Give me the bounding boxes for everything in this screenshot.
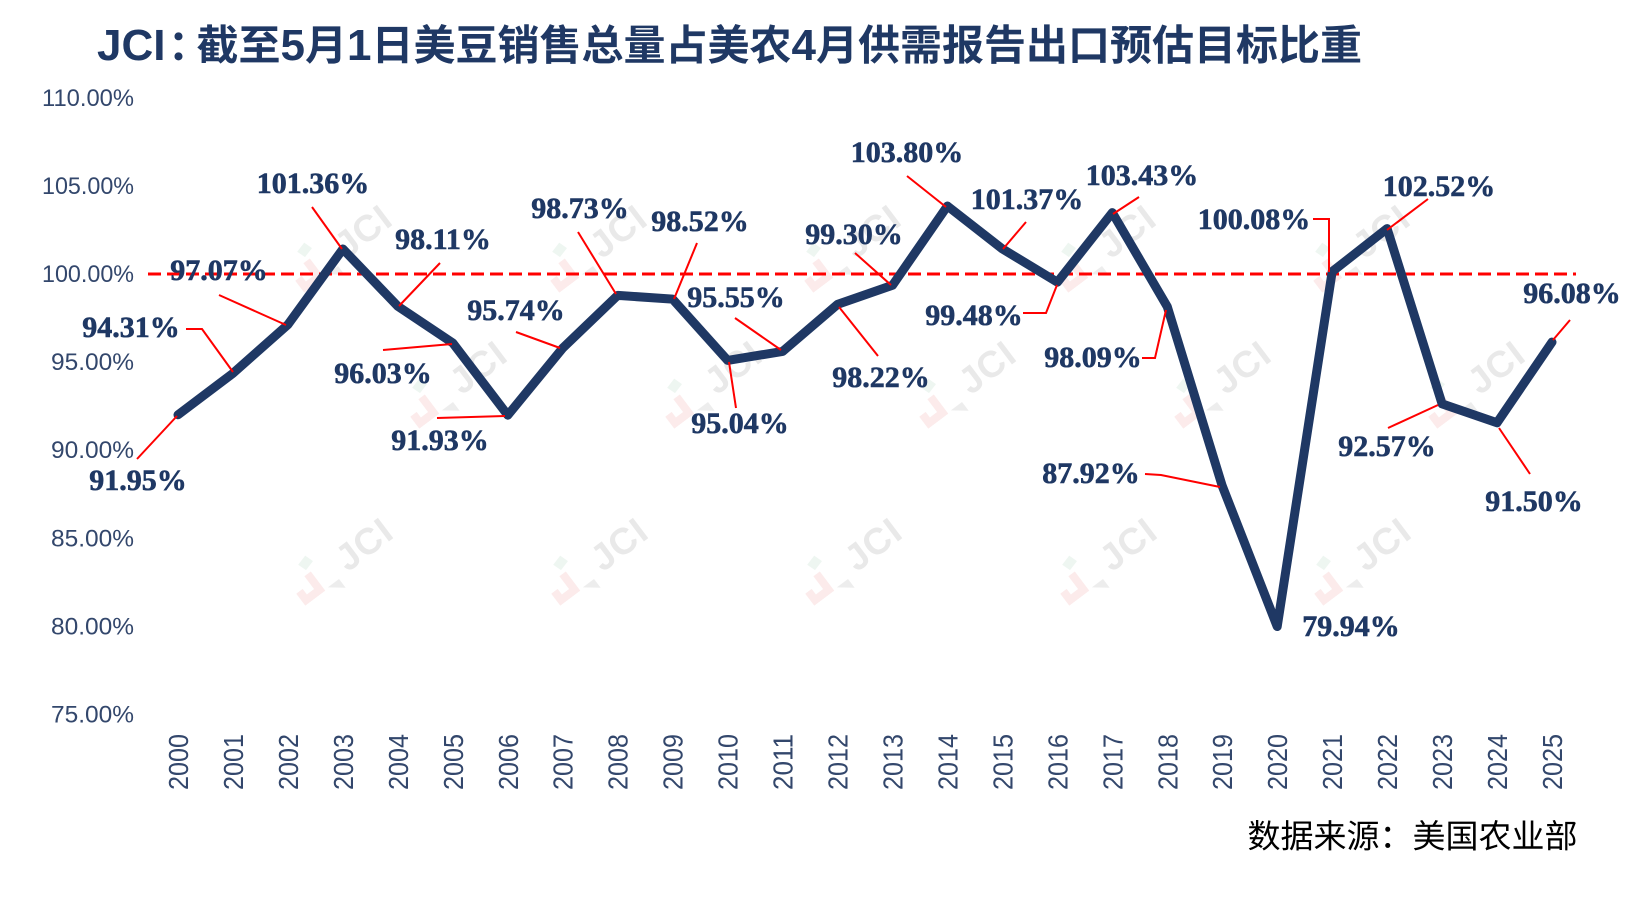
svg-text:2020: 2020 (1262, 734, 1293, 790)
svg-text:97.07%: 97.07% (170, 254, 268, 287)
svg-text:98.73%: 98.73% (531, 192, 629, 225)
svg-text:2002: 2002 (273, 734, 304, 790)
svg-text:2018: 2018 (1152, 734, 1183, 790)
svg-text:2025: 2025 (1537, 734, 1568, 790)
svg-text:110.00%: 110.00% (42, 85, 134, 112)
svg-text:98.11%: 98.11% (395, 223, 491, 256)
svg-text:100.08%: 100.08% (1198, 203, 1311, 236)
svg-text:2004: 2004 (383, 734, 414, 790)
svg-text:JCI: JCI (97, 21, 165, 70)
svg-text:103.43%: 103.43% (1086, 159, 1199, 192)
svg-text:90.00%: 90.00% (51, 437, 134, 464)
svg-text:2008: 2008 (603, 734, 634, 790)
svg-text:95.04%: 95.04% (691, 407, 789, 440)
svg-text:5: 5 (280, 21, 304, 70)
svg-text:2003: 2003 (328, 734, 359, 790)
svg-text:2015: 2015 (987, 734, 1018, 790)
svg-text:2019: 2019 (1207, 734, 1238, 790)
svg-text:105.00%: 105.00% (42, 173, 134, 200)
svg-text:101.36%: 101.36% (257, 167, 370, 200)
svg-text:95.55%: 95.55% (687, 281, 785, 314)
svg-text:91.50%: 91.50% (1485, 485, 1583, 518)
svg-text:102.52%: 102.52% (1383, 170, 1496, 203)
svg-text:87.92%: 87.92% (1042, 457, 1140, 490)
svg-text:2014: 2014 (932, 734, 963, 790)
svg-text:2011: 2011 (768, 734, 799, 790)
svg-text:2006: 2006 (493, 734, 524, 790)
svg-text:2022: 2022 (1372, 734, 1403, 790)
svg-text:100.00%: 100.00% (42, 261, 134, 288)
svg-text:2009: 2009 (658, 734, 689, 790)
svg-text:92.57%: 92.57% (1338, 430, 1436, 463)
svg-text:96.03%: 96.03% (334, 357, 432, 390)
svg-text:99.30%: 99.30% (805, 218, 903, 251)
svg-text:91.93%: 91.93% (391, 424, 489, 457)
svg-text:95.74%: 95.74% (467, 294, 565, 327)
svg-text:1: 1 (347, 21, 371, 70)
svg-text:96.08%: 96.08% (1523, 277, 1621, 310)
svg-text:99.48%: 99.48% (925, 299, 1023, 332)
svg-text:91.95%: 91.95% (89, 464, 187, 497)
svg-text:2007: 2007 (548, 734, 579, 790)
svg-text:2000: 2000 (163, 734, 194, 790)
svg-text:79.94%: 79.94% (1302, 610, 1400, 643)
svg-text:98.22%: 98.22% (832, 361, 930, 394)
svg-text:80.00%: 80.00% (51, 613, 134, 640)
svg-text:2021: 2021 (1317, 734, 1348, 790)
svg-text:2005: 2005 (438, 734, 469, 790)
svg-text:2012: 2012 (823, 734, 854, 790)
svg-text:2023: 2023 (1427, 734, 1458, 790)
svg-text:2010: 2010 (713, 734, 744, 790)
svg-text:2013: 2013 (878, 734, 909, 790)
svg-text:2016: 2016 (1042, 734, 1073, 790)
svg-text:103.80%: 103.80% (851, 136, 964, 169)
svg-text:2024: 2024 (1482, 734, 1513, 790)
svg-text:4: 4 (791, 21, 816, 70)
svg-text:101.37%: 101.37% (971, 183, 1084, 216)
svg-text:2017: 2017 (1097, 734, 1128, 790)
svg-text:94.31%: 94.31% (82, 311, 180, 344)
svg-text:75.00%: 75.00% (51, 702, 134, 729)
svg-text:2001: 2001 (218, 734, 249, 790)
svg-text:95.00%: 95.00% (51, 349, 134, 376)
svg-text:85.00%: 85.00% (51, 525, 134, 552)
svg-text:98.52%: 98.52% (651, 205, 749, 238)
svg-text:98.09%: 98.09% (1044, 341, 1142, 374)
